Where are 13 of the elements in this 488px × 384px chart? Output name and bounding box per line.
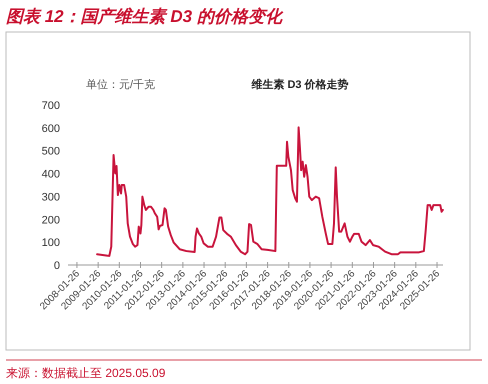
- y-tick-label: 200: [42, 214, 60, 226]
- y-tick-label: 100: [42, 237, 60, 250]
- y-axis-title: 单位：元/千克: [86, 78, 156, 91]
- y-tick-label: 700: [42, 100, 60, 112]
- chart-title: 图表 12：国产维生素 D3 的价格变化: [6, 7, 284, 26]
- source-note: 来源：数据截止至 2025.05.09: [6, 366, 166, 380]
- y-tick-label: 0: [54, 260, 60, 272]
- y-tick-label: 400: [42, 168, 60, 181]
- y-tick-label: 300: [42, 191, 60, 204]
- line-series: [96, 126, 444, 257]
- y-tick-label: 600: [42, 122, 60, 135]
- y-tick-label: 500: [42, 146, 60, 158]
- chart-subtitle: 维生素 D3 价格走势: [250, 78, 349, 91]
